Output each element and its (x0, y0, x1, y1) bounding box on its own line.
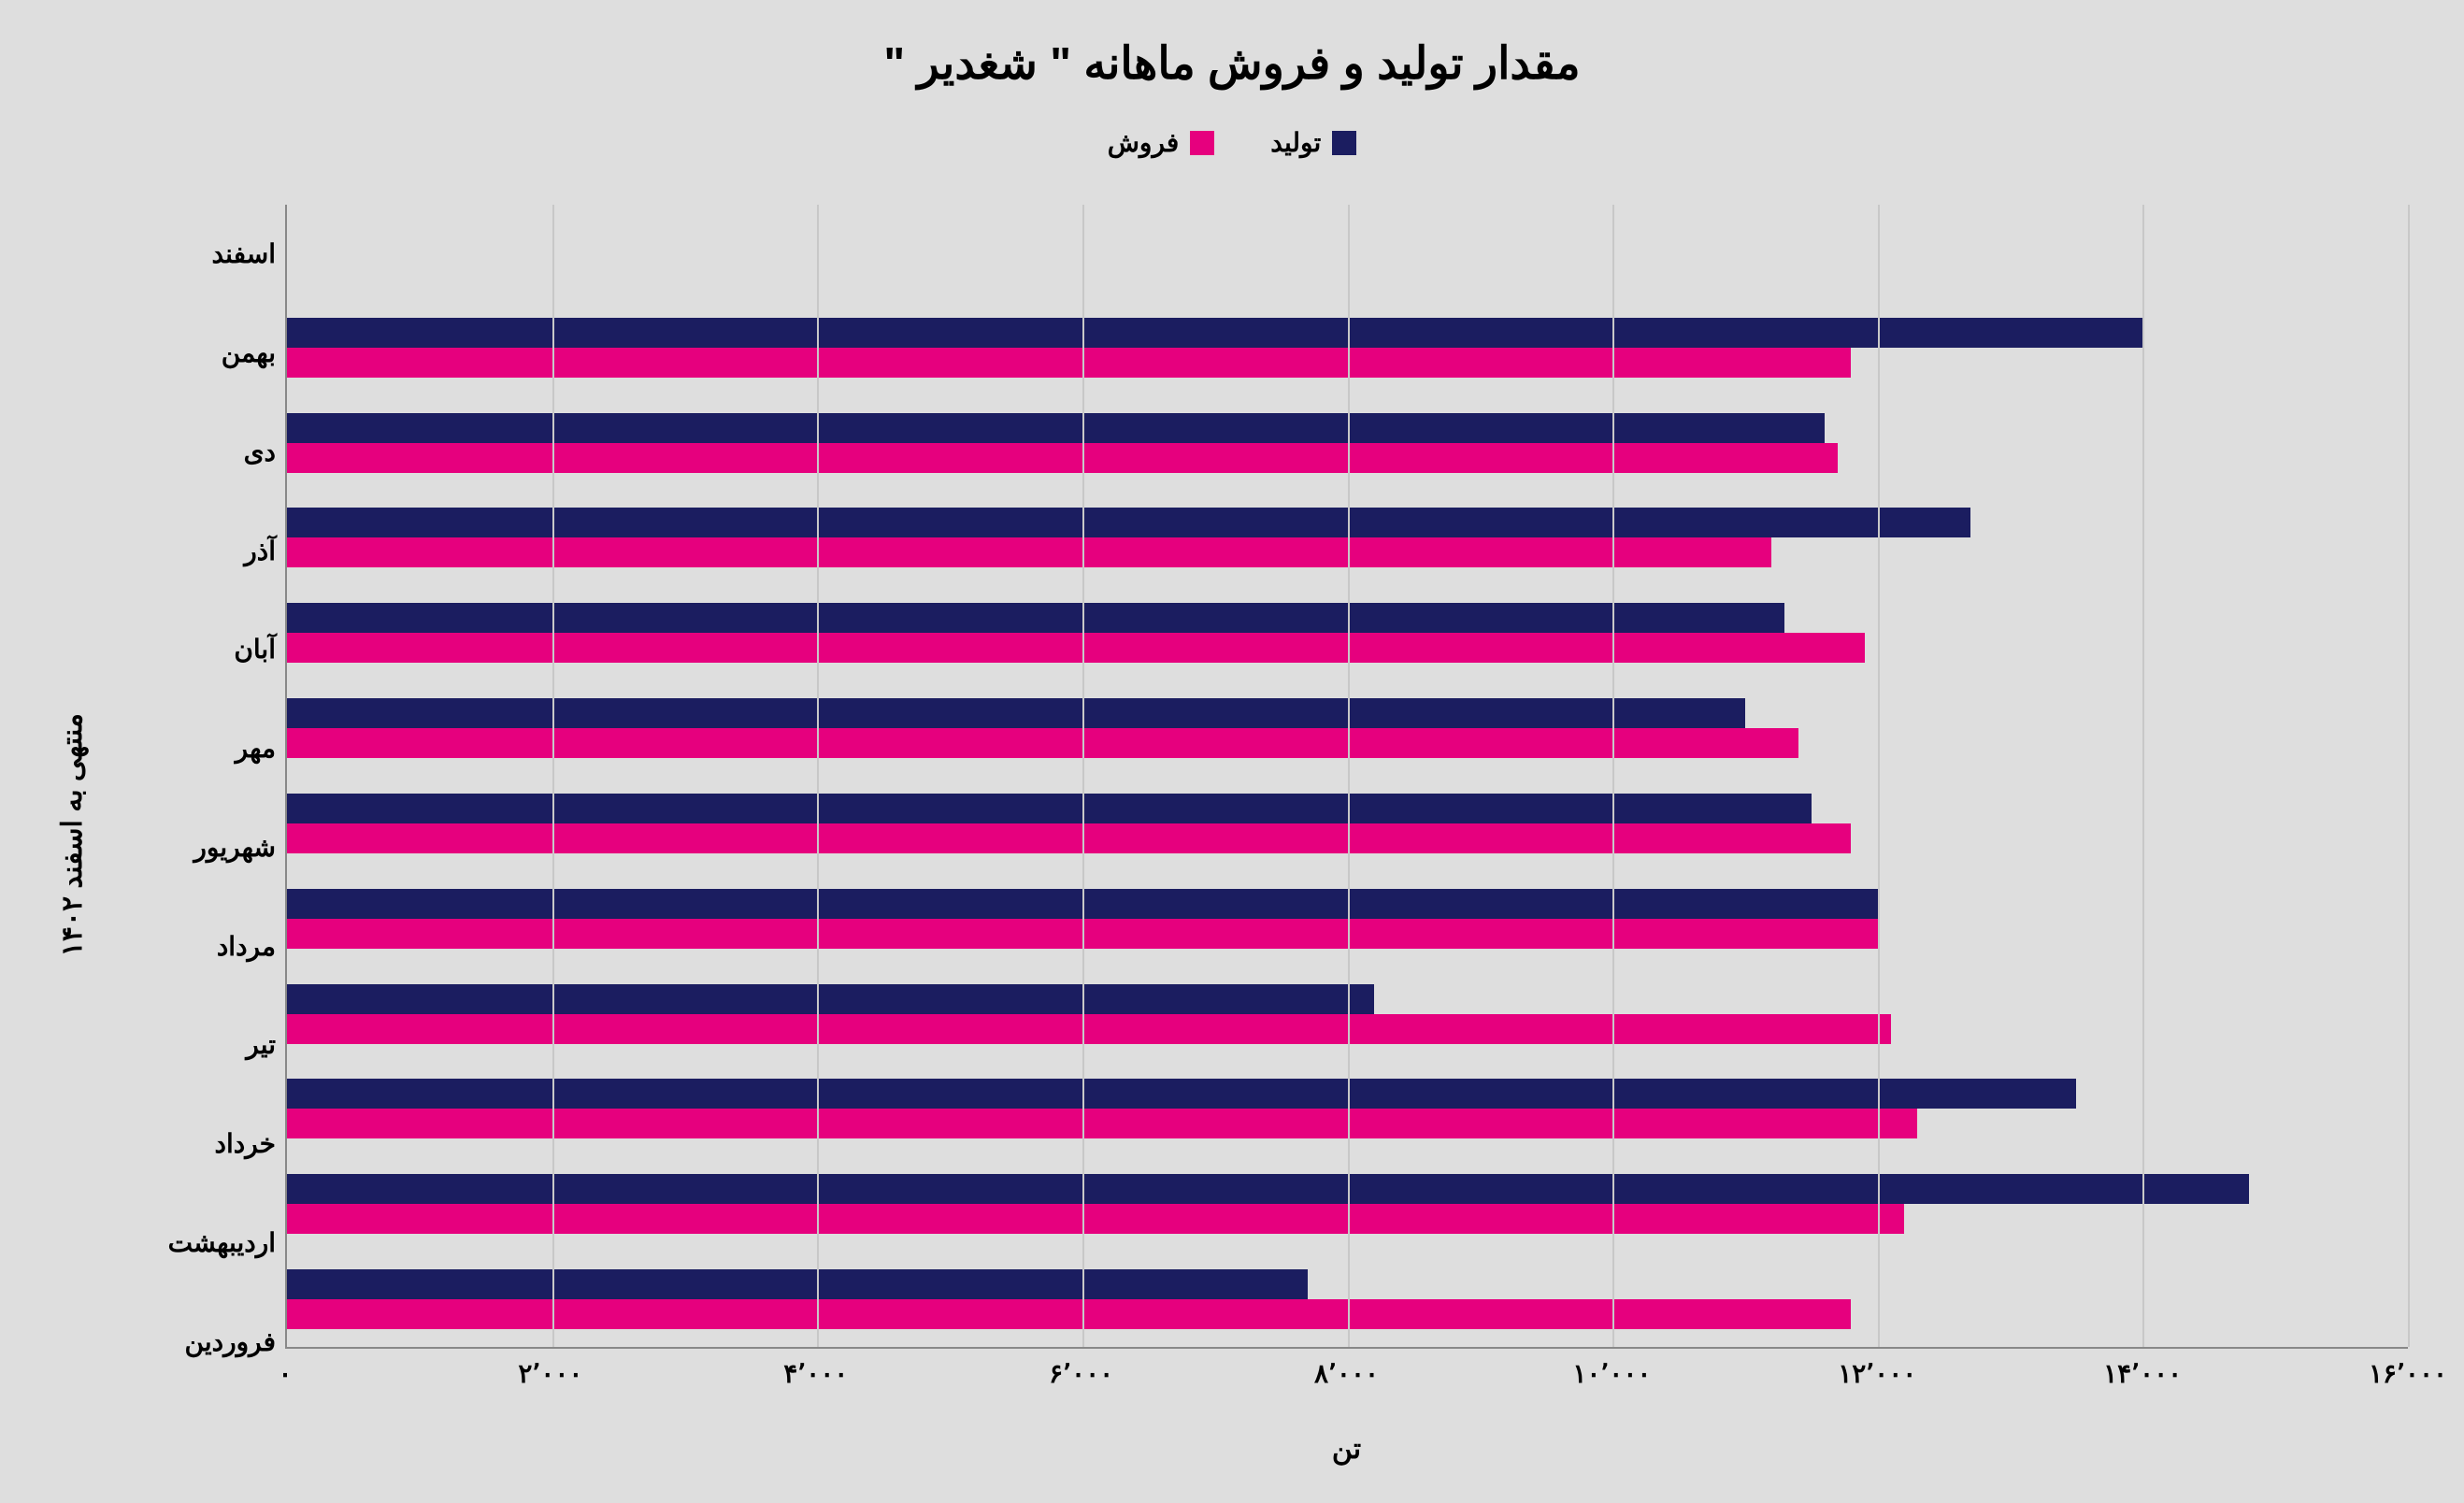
y-category-label: اردیبهشت (168, 1200, 276, 1284)
x-tick-label: ۱۰٬۰۰۰ (1572, 1358, 1651, 1389)
bar-فروش (287, 443, 1838, 473)
y-category-label: دی (244, 409, 276, 494)
gridline (1878, 205, 1880, 1347)
legend-item-tolid: تولید (1270, 127, 1356, 158)
legend-swatch-forush (1190, 131, 1214, 155)
bar-فروش (287, 1204, 1904, 1234)
bar-فروش (287, 633, 1865, 663)
x-tick-label: ۱۶٬۰۰۰ (2369, 1358, 2447, 1389)
bar-تولید (287, 984, 1374, 1014)
gridline (1348, 205, 1350, 1347)
y-category-label: بهمن (222, 311, 276, 395)
x-tick-label: ۱۴٬۰۰۰ (2103, 1358, 2182, 1389)
chart-title: " مقدار تولید و فروش ماهانه " شغدیر (883, 37, 1580, 90)
bar-تولید (287, 413, 1825, 443)
y-category-label: مهر (236, 707, 276, 791)
x-tick-label: ۰ (278, 1358, 292, 1389)
bar-تولید (287, 508, 1970, 537)
gridline (2142, 205, 2144, 1347)
y-category-label: فروردین (185, 1299, 276, 1383)
bar-تولید (287, 698, 1745, 728)
bar-فروش (287, 728, 1798, 758)
legend-item-forush: فروش (1108, 127, 1215, 158)
chart-legend: تولید فروش (1108, 127, 1356, 158)
y-category-label: شهریور (193, 805, 276, 889)
bar-تولید (287, 603, 1784, 633)
bar-تولید (287, 1079, 2076, 1109)
y-category-label: آذر (244, 508, 276, 593)
y-category-label: مرداد (217, 904, 276, 988)
bar-تولید (287, 318, 2142, 348)
bar-فروش (287, 823, 1851, 853)
chart-area: منتهی به اسفند ۱۴۰۲ اسفند بهمن دی آذر آبان مه… (56, 205, 2408, 1466)
x-axis-label: تن (285, 1433, 2408, 1466)
plot-area (285, 205, 2408, 1349)
bar-تولید (287, 1269, 1308, 1299)
x-tick-label: ۴٬۰۰۰ (783, 1358, 848, 1389)
bar-فروش (287, 537, 1771, 567)
y-axis-label: منتهی به اسفند ۱۴۰۲ (56, 713, 89, 956)
legend-swatch-tolid (1332, 131, 1356, 155)
gridline (1612, 205, 1614, 1347)
x-tick-label: ۶٬۰۰۰ (1049, 1358, 1113, 1389)
bar-تولید (287, 794, 1812, 823)
gridline (817, 205, 819, 1347)
y-category-label: آبان (234, 608, 276, 692)
bar-فروش (287, 1299, 1851, 1329)
x-tick-label: ۸٬۰۰۰ (1314, 1358, 1379, 1389)
legend-label-tolid: تولید (1270, 127, 1321, 158)
bar-فروش (287, 1014, 1891, 1044)
x-tick-label: ۲٬۰۰۰ (518, 1358, 582, 1389)
gridline (552, 205, 554, 1347)
x-tick-label: ۱۲٬۰۰۰ (1838, 1358, 1916, 1389)
gridline (2408, 205, 2410, 1347)
y-category-label: خرداد (215, 1102, 276, 1186)
bar-فروش (287, 348, 1851, 378)
bar-تولید (287, 1174, 2249, 1204)
bar-فروش (287, 1109, 1917, 1138)
legend-label-forush: فروش (1108, 127, 1180, 158)
y-category-label: اسفند (211, 212, 276, 296)
x-axis-ticks: ۰۲٬۰۰۰۴٬۰۰۰۶٬۰۰۰۸٬۰۰۰۱۰٬۰۰۰۱۲٬۰۰۰۱۴٬۰۰۰۱… (285, 1358, 2408, 1405)
y-category-label: تیر (246, 1003, 276, 1087)
y-axis-categories: اسفند بهمن دی آذر آبان مهر شهریور مرداد تیر خرداد… (107, 205, 285, 1466)
gridline (1082, 205, 1084, 1347)
